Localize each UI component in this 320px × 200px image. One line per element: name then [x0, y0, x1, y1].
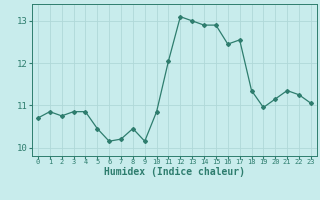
X-axis label: Humidex (Indice chaleur): Humidex (Indice chaleur)	[104, 167, 245, 177]
